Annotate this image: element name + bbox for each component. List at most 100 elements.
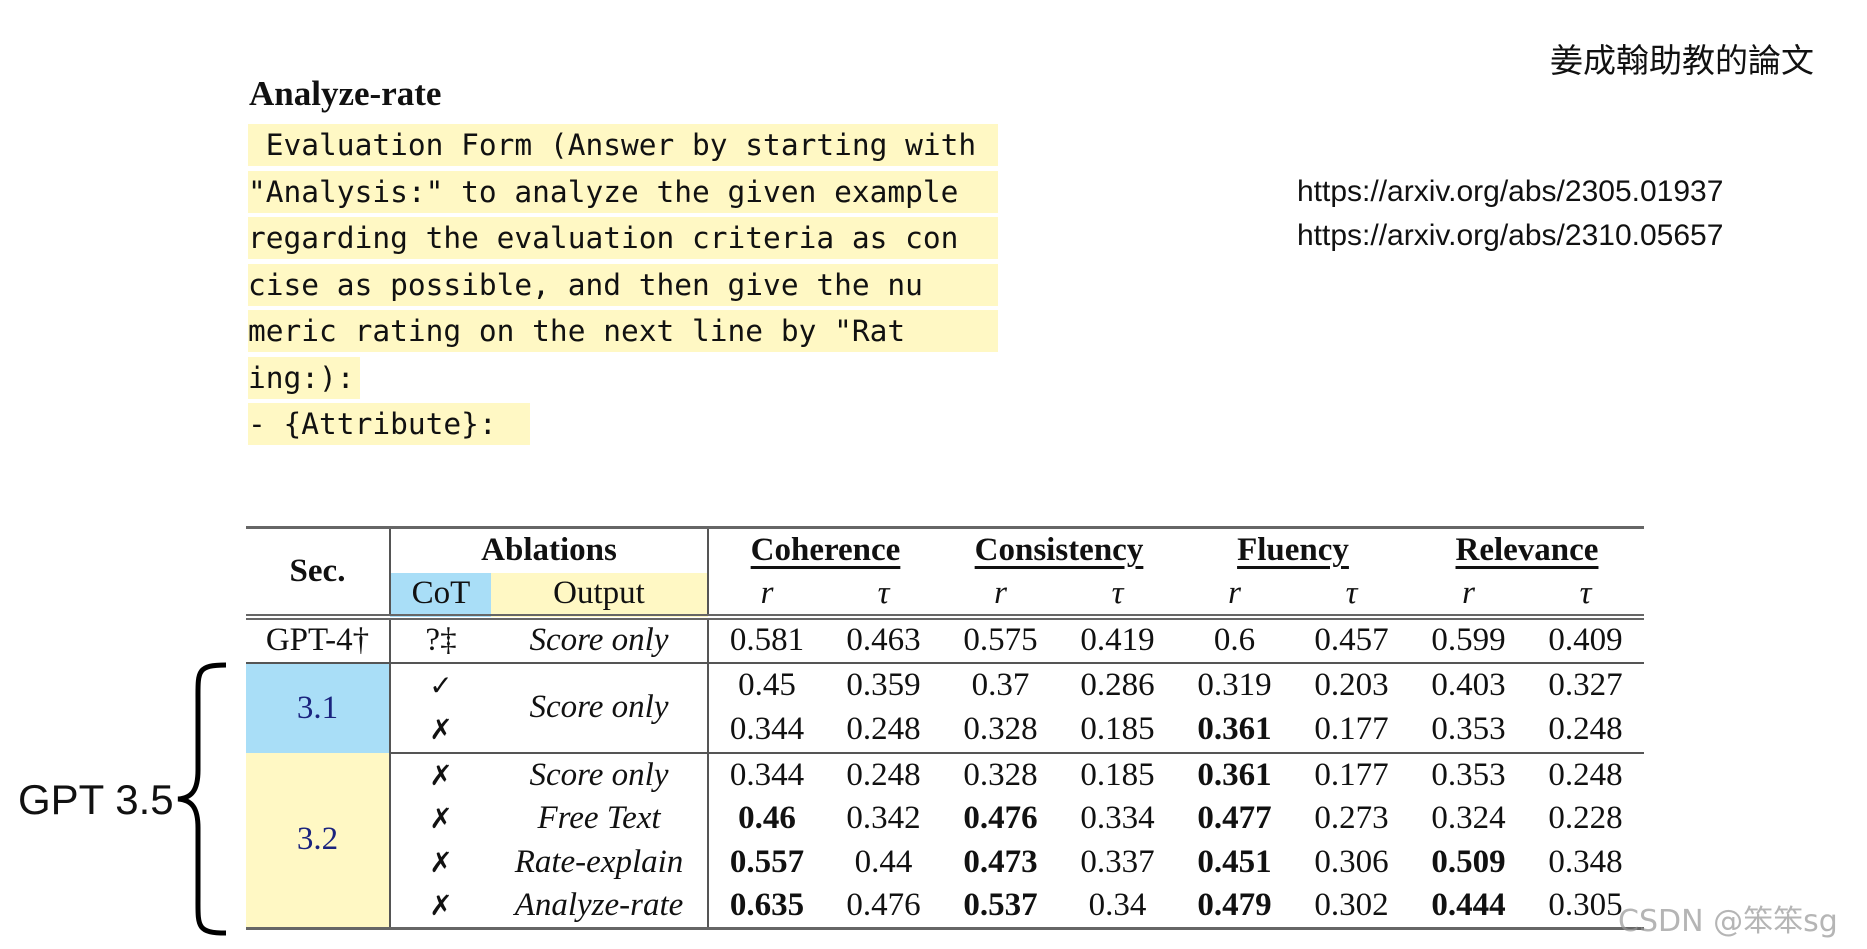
header-group: Consistency bbox=[942, 526, 1176, 573]
header-ablations: Ablations bbox=[390, 526, 709, 573]
value-cell: 0.479 bbox=[1176, 884, 1293, 930]
output-cell: Analyze-rate bbox=[491, 884, 709, 930]
value-cell: 0.342 bbox=[846, 800, 921, 836]
value-cell: 0.581 bbox=[708, 613, 825, 663]
value-cell: 0.477 bbox=[1197, 800, 1272, 836]
sec-cell: 3.2 bbox=[246, 752, 391, 930]
prompt-line: Evaluation Form (Answer by starting with bbox=[248, 124, 998, 166]
value-cell: 0.635 bbox=[708, 884, 825, 930]
header-output: Output bbox=[491, 572, 709, 617]
header-kendall-tau: τ bbox=[1345, 574, 1358, 611]
value-cell: 0.46 bbox=[738, 800, 796, 836]
value-cell: 0.575 bbox=[942, 613, 1059, 663]
output-cell: Score only bbox=[491, 661, 709, 753]
cross-icon: ✗ bbox=[429, 846, 453, 879]
header-pearson-r: r bbox=[994, 574, 1007, 611]
value-cell: 0.185 bbox=[1059, 751, 1176, 797]
value-cell: 0.463 bbox=[825, 613, 942, 663]
value-cell: 0.361 bbox=[1197, 711, 1272, 747]
header-kendall-tau: τ bbox=[1111, 574, 1124, 611]
value-cell: 0.327 bbox=[1527, 661, 1644, 708]
value-cell: 0.302 bbox=[1293, 884, 1410, 930]
reference-urls: https://arxiv.org/abs/2305.01937 https:/… bbox=[1297, 170, 1723, 258]
cross-icon: ✗ bbox=[429, 713, 453, 746]
value-cell: 0.248 bbox=[1527, 751, 1644, 797]
sec-cell: 3.1 bbox=[246, 661, 391, 753]
value-cell: 0.177 bbox=[1293, 751, 1410, 797]
value-cell: 0.328 bbox=[942, 751, 1059, 797]
value-cell: 0.337 bbox=[1080, 844, 1155, 880]
value-cell: 0.599 bbox=[1410, 613, 1527, 663]
prompt-line: meric rating on the next line by "Rat bbox=[248, 310, 998, 352]
value-cell: 0.273 bbox=[1314, 800, 1389, 836]
header-kendall-tau: τ bbox=[877, 574, 890, 611]
value-cell: 0.324 bbox=[1431, 800, 1506, 836]
results-table: Sec. Ablations Coherence Consistency Flu… bbox=[246, 526, 1644, 930]
value-cell: 0.344 bbox=[729, 711, 805, 747]
value-cell: 0.457 bbox=[1293, 613, 1410, 663]
table-row: ✗ Analyze-rate 0.635 0.476 0.537 0.34 0.479 0.3… bbox=[246, 884, 1644, 930]
prompt-line: - {Attribute}: bbox=[248, 403, 530, 445]
value-cell: 0.419 bbox=[1059, 613, 1176, 663]
value-cell: 0.185 bbox=[1080, 711, 1155, 747]
value-cell: 0.509 bbox=[1431, 844, 1506, 880]
header-consistency: Consistency bbox=[974, 532, 1144, 569]
value-cell: 0.248 bbox=[1548, 711, 1623, 747]
value-cell: 0.286 bbox=[1059, 661, 1176, 708]
value-cell: 0.203 bbox=[1293, 661, 1410, 708]
value-cell: 0.328 bbox=[963, 711, 1038, 747]
value-cell: 0.409 bbox=[1527, 613, 1644, 663]
prompt-line: "Analysis:" to analyze the given example bbox=[248, 170, 998, 213]
prompt-line: cise as possible, and then give the nu bbox=[248, 263, 998, 306]
value-cell: 0.228 bbox=[1548, 800, 1623, 836]
header-group: Fluency bbox=[1176, 526, 1410, 573]
value-cell: 0.353 bbox=[1410, 751, 1527, 797]
value-cell: 0.34 bbox=[1059, 884, 1176, 930]
header-pearson-r: r bbox=[1462, 574, 1475, 611]
header-coherence: Coherence bbox=[750, 532, 901, 569]
curly-brace-icon bbox=[177, 662, 227, 936]
cross-icon: ✗ bbox=[390, 751, 491, 797]
value-cell: 0.248 bbox=[825, 751, 942, 797]
value-cell: 0.537 bbox=[942, 884, 1059, 930]
value-cell: 0.359 bbox=[825, 661, 942, 708]
cross-icon: ✗ bbox=[390, 884, 491, 930]
table-row: GPT-4† ?‡ Score only 0.581 0.463 0.575 0.419 0.… bbox=[246, 613, 1644, 663]
output-cell: Free Text bbox=[491, 796, 709, 841]
header-pearson-r: r bbox=[1228, 574, 1241, 611]
value-cell: 0.348 bbox=[1548, 844, 1623, 880]
sec-cell: GPT-4† bbox=[246, 613, 391, 663]
header-sec: Sec. bbox=[246, 526, 391, 617]
value-cell: 0.361 bbox=[1176, 751, 1293, 797]
header-kendall-tau: τ bbox=[1579, 574, 1592, 611]
value-cell: 0.344 bbox=[708, 751, 825, 797]
value-cell: 0.319 bbox=[1176, 661, 1293, 708]
prompt-line: regarding the evaluation criteria as con bbox=[248, 217, 998, 259]
output-cell: Score only bbox=[491, 613, 709, 663]
value-cell: 0.334 bbox=[1080, 800, 1155, 836]
table-row: 3.1 ✓ Score only 0.45 0.359 0.37 0.286 0.319 0.2… bbox=[246, 661, 1644, 753]
value-cell: 0.6 bbox=[1176, 613, 1293, 663]
value-cell: 0.353 bbox=[1431, 711, 1506, 747]
url-link[interactable]: https://arxiv.org/abs/2305.01937 bbox=[1297, 175, 1724, 208]
header-group: Coherence bbox=[708, 526, 942, 573]
value-cell: 0.473 bbox=[963, 844, 1038, 880]
output-cell: Score only bbox=[491, 751, 709, 797]
header-pearson-r: r bbox=[760, 574, 774, 611]
prompt-line: ing:): bbox=[248, 356, 360, 399]
value-cell: 0.306 bbox=[1314, 844, 1389, 880]
header-cot: CoT bbox=[390, 572, 491, 617]
url-link[interactable]: https://arxiv.org/abs/2310.05657 bbox=[1297, 219, 1724, 252]
value-cell: 0.444 bbox=[1410, 884, 1527, 930]
value-cell: 0.451 bbox=[1197, 844, 1272, 880]
table-row: ✗ Rate-explain 0.557 0.44 0.473 0.337 0.451 0.3… bbox=[246, 840, 1644, 885]
value-cell: 0.305 bbox=[1527, 884, 1644, 930]
value-cell: 0.45 bbox=[708, 661, 825, 708]
value-cell: 0.557 bbox=[729, 844, 805, 880]
output-cell: Rate-explain bbox=[491, 840, 709, 885]
value-cell: 0.177 bbox=[1314, 711, 1389, 747]
note-chinese: 姜成翰助教的論文 bbox=[1550, 41, 1814, 80]
table-row: 3.2 ✗ Score only 0.344 0.248 0.328 0.185 0.361 0… bbox=[246, 751, 1644, 930]
value-cell: 0.476 bbox=[963, 800, 1038, 836]
value-cell: 0.403 bbox=[1410, 661, 1527, 708]
